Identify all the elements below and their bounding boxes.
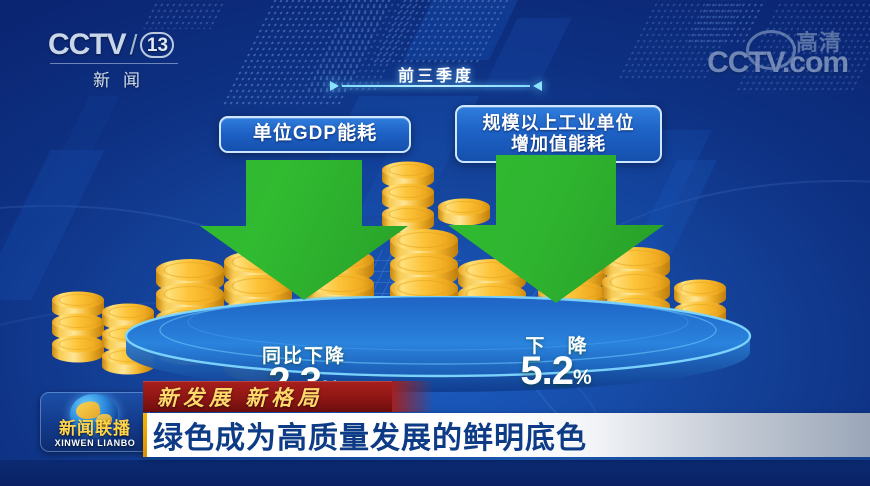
cctv13-logo-divider xyxy=(50,63,178,64)
label-box-industrial-energy[interactable]: 规模以上工业单位 增加值能耗 xyxy=(455,105,662,163)
label-box-unit-gdp-energy-text: 单位GDP能耗 xyxy=(252,123,378,145)
cctv13-logo-subtitle: 新闻 xyxy=(93,71,153,90)
halftone-pattern-3 xyxy=(370,0,520,64)
headline-bar: 绿色成为高质量发展的鲜明底色 xyxy=(143,413,870,457)
value-right-number: 5.2 xyxy=(520,349,574,393)
label-box-unit-gdp-energy[interactable]: 单位GDP能耗 xyxy=(219,116,411,153)
bg-slab-7 xyxy=(0,150,105,300)
label-line-2: 增加值能耗 xyxy=(511,134,606,154)
cctv13-logo-number: 13 xyxy=(140,32,175,58)
bg-slab-1 xyxy=(402,0,524,60)
label-box-industrial-energy-text: 规模以上工业单位 增加值能耗 xyxy=(483,113,635,155)
change-label-left: 同比下降 xyxy=(261,346,346,367)
cctv13-logo-text: CCTV xyxy=(48,28,127,61)
globe-icon xyxy=(70,394,118,434)
value-right: 5.2% xyxy=(448,349,664,394)
top-title: 前三季度 xyxy=(336,58,536,90)
topic-banner: 新发展 新格局 xyxy=(143,381,434,412)
program-logo: 新闻联播 XINWEN LIANBO xyxy=(40,392,150,452)
triangle-right-icon xyxy=(330,81,339,91)
glowing-blue-disc-icon xyxy=(124,296,752,392)
bg-slab-4 xyxy=(270,150,390,270)
wireframe-grid xyxy=(273,250,467,360)
top-title-rule xyxy=(330,81,542,91)
change-label-right: 下 降 xyxy=(525,336,596,357)
cctv13-logo: CCTV / 13 新闻 xyxy=(48,30,188,90)
arrow-down-icon-left: 同比下降 2.3% xyxy=(200,160,408,404)
top-title-text: 前三季度 xyxy=(397,68,474,85)
program-logo-en: XINWEN LIANBO xyxy=(54,438,136,448)
cctv-com-watermark: 高清 CCTV.com xyxy=(648,28,849,80)
cctv-oval-icon xyxy=(746,30,796,70)
top-title-line xyxy=(342,85,530,87)
label-line-1: 规模以上工业单位 xyxy=(482,113,635,134)
lower-bar-background xyxy=(0,460,870,486)
bg-slab-6 xyxy=(618,160,718,280)
hd-label: 高清 xyxy=(795,30,842,55)
headline-text: 绿色成为高质量发展的鲜明底色 xyxy=(153,422,587,455)
topic-banner-text: 新发展 新格局 xyxy=(157,385,324,410)
bg-slab-3 xyxy=(300,96,480,216)
value-right-unit: % xyxy=(572,366,592,389)
triangle-left-icon xyxy=(533,81,542,91)
halftone-pattern-7 xyxy=(141,0,233,29)
program-logo-cn: 新闻联播 xyxy=(59,419,131,438)
cctv-com-text: CCTV.com xyxy=(707,46,849,79)
arrow-down-icon-right: 下 降 5.2% xyxy=(448,155,664,393)
cctv13-logo-slash: / xyxy=(129,29,138,60)
bg-slab-8 xyxy=(30,96,120,216)
cctv13-logo-wordmark: CCTV / 13 xyxy=(48,30,188,60)
headline-accent-line xyxy=(143,457,870,460)
